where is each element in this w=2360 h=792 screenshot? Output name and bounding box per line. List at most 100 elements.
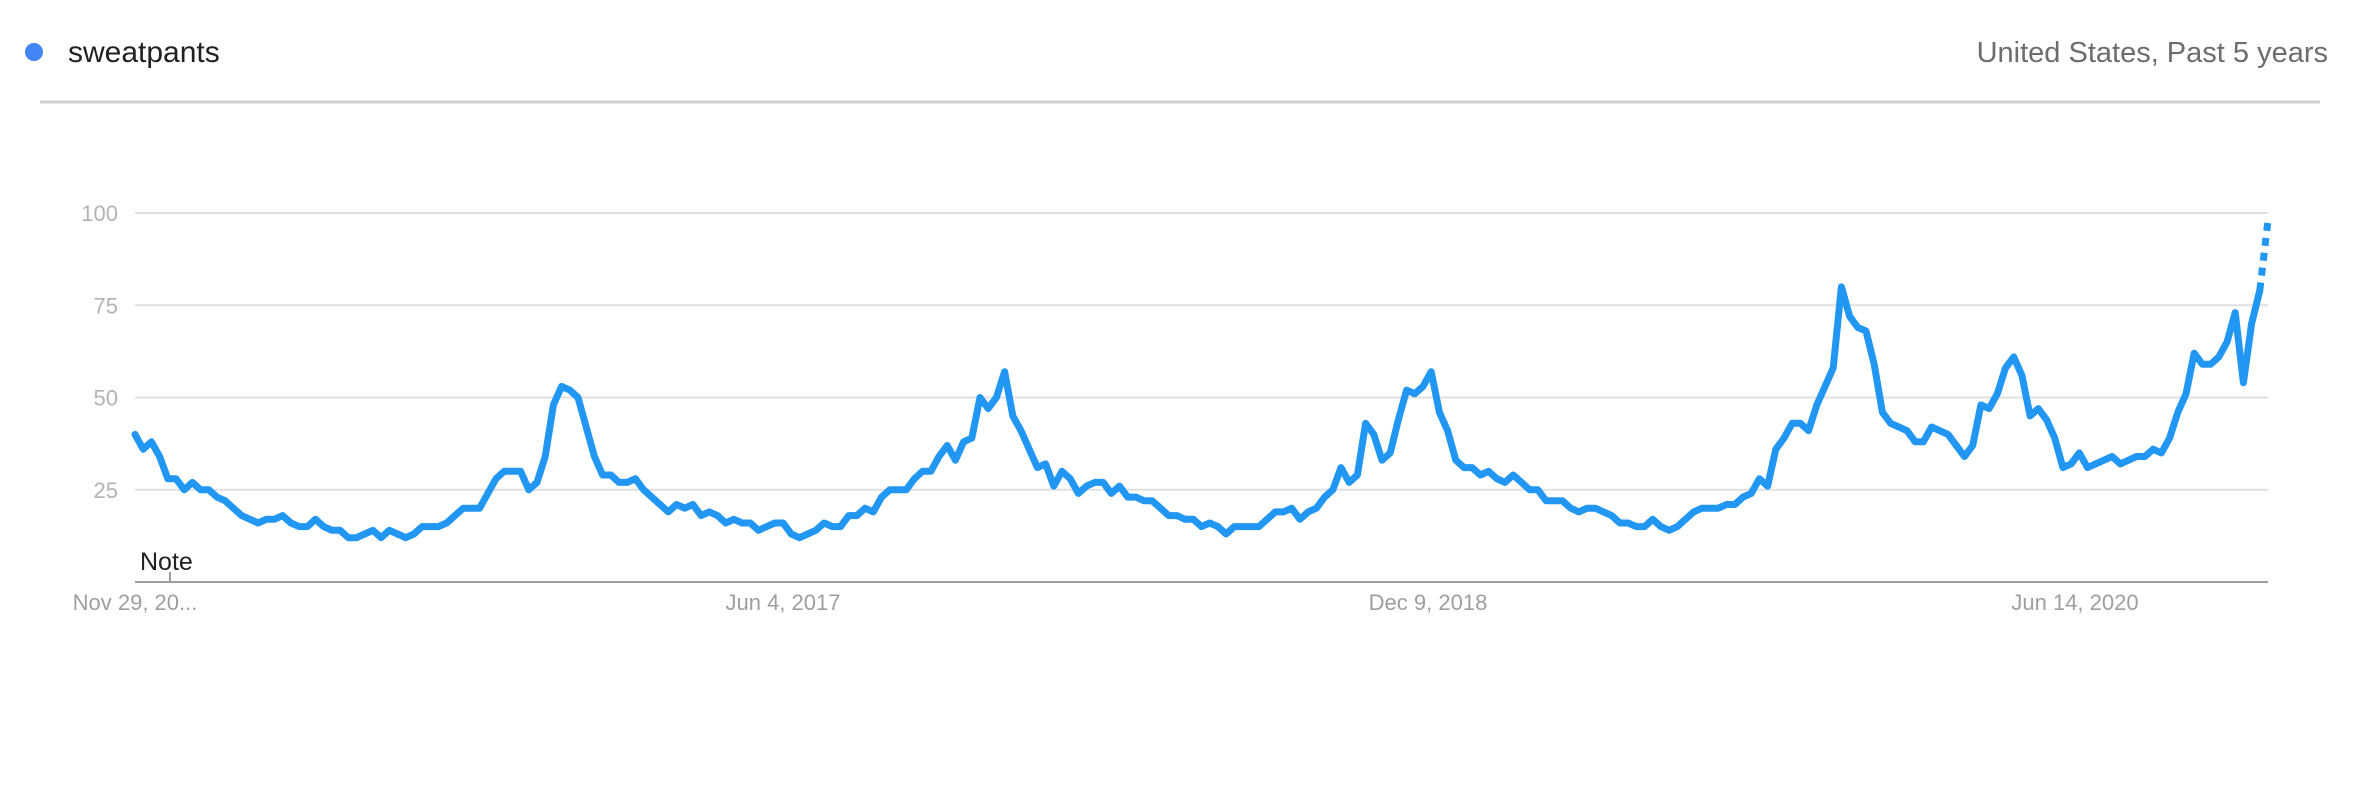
data-point[interactable]: [764, 524, 770, 530]
data-point[interactable]: [1633, 524, 1639, 530]
data-point[interactable]: [1994, 391, 2000, 397]
data-point[interactable]: [903, 487, 909, 493]
data-point[interactable]: [534, 479, 540, 485]
data-point[interactable]: [1715, 505, 1721, 511]
data-point[interactable]: [1034, 465, 1040, 471]
data-point[interactable]: [1240, 524, 1246, 530]
data-point[interactable]: [2216, 354, 2222, 360]
data-point[interactable]: [616, 479, 622, 485]
note-annotation[interactable]: Note: [140, 548, 193, 582]
data-point[interactable]: [928, 468, 934, 474]
data-point[interactable]: [2224, 339, 2230, 345]
data-point[interactable]: [583, 424, 589, 430]
data-point[interactable]: [2249, 321, 2255, 327]
data-point[interactable]: [157, 454, 163, 460]
data-point[interactable]: [2142, 454, 2148, 460]
data-point[interactable]: [665, 509, 671, 515]
data-point[interactable]: [1166, 513, 1172, 519]
data-point[interactable]: [1822, 383, 1828, 389]
data-point[interactable]: [239, 513, 245, 519]
data-point[interactable]: [1108, 490, 1114, 496]
data-point[interactable]: [682, 505, 688, 511]
data-point[interactable]: [419, 524, 425, 530]
data-point[interactable]: [255, 520, 261, 526]
data-point[interactable]: [1781, 435, 1787, 441]
data-point[interactable]: [1592, 505, 1598, 511]
data-point[interactable]: [132, 431, 138, 437]
data-point[interactable]: [1322, 494, 1328, 500]
data-point[interactable]: [559, 383, 565, 389]
data-point[interactable]: [1346, 479, 1352, 485]
data-point[interactable]: [2019, 372, 2025, 378]
data-point[interactable]: [2158, 450, 2164, 456]
data-point[interactable]: [427, 524, 433, 530]
data-point[interactable]: [1576, 509, 1582, 515]
data-point[interactable]: [181, 487, 187, 493]
data-point[interactable]: [961, 439, 967, 445]
data-point[interactable]: [895, 487, 901, 493]
data-point[interactable]: [887, 487, 893, 493]
data-point[interactable]: [1330, 487, 1336, 493]
data-point[interactable]: [1289, 505, 1295, 511]
data-point[interactable]: [354, 535, 360, 541]
data-point[interactable]: [1642, 524, 1648, 530]
data-point[interactable]: [501, 468, 507, 474]
data-point[interactable]: [1830, 365, 1836, 371]
data-point[interactable]: [1461, 465, 1467, 471]
data-point[interactable]: [1059, 468, 1065, 474]
data-point[interactable]: [1436, 409, 1442, 415]
data-point[interactable]: [1404, 387, 1410, 393]
data-point[interactable]: [1264, 516, 1270, 522]
data-point[interactable]: [756, 527, 762, 533]
data-point[interactable]: [813, 527, 819, 533]
data-point[interactable]: [788, 531, 794, 537]
data-point[interactable]: [1256, 524, 1262, 530]
data-point[interactable]: [715, 513, 721, 519]
data-point[interactable]: [1281, 509, 1287, 515]
data-point[interactable]: [1248, 524, 1254, 530]
data-point[interactable]: [1888, 420, 1894, 426]
data-point[interactable]: [649, 494, 655, 500]
data-point[interactable]: [1871, 361, 1877, 367]
data-point[interactable]: [1691, 509, 1697, 515]
data-point[interactable]: [1133, 494, 1139, 500]
data-point[interactable]: [1838, 284, 1844, 290]
data-point[interactable]: [1847, 313, 1853, 319]
data-point[interactable]: [575, 395, 581, 401]
data-point[interactable]: [1806, 428, 1812, 434]
data-point[interactable]: [567, 387, 573, 393]
data-point[interactable]: [247, 516, 253, 522]
data-point[interactable]: [985, 406, 991, 412]
data-point[interactable]: [1789, 420, 1795, 426]
data-point[interactable]: [509, 468, 515, 474]
data-point[interactable]: [1740, 494, 1746, 500]
data-point[interactable]: [526, 487, 532, 493]
data-point[interactable]: [263, 516, 269, 522]
data-point[interactable]: [329, 527, 335, 533]
data-point[interactable]: [600, 472, 606, 478]
data-point[interactable]: [780, 520, 786, 526]
data-point[interactable]: [214, 494, 220, 500]
data-point[interactable]: [969, 435, 975, 441]
data-point[interactable]: [296, 524, 302, 530]
data-point[interactable]: [1970, 443, 1976, 449]
data-point[interactable]: [674, 502, 680, 508]
data-point[interactable]: [411, 531, 417, 537]
data-point[interactable]: [1067, 476, 1073, 482]
data-point[interactable]: [1773, 446, 1779, 452]
data-point[interactable]: [1420, 383, 1426, 389]
data-point[interactable]: [370, 527, 376, 533]
data-point[interactable]: [1100, 479, 1106, 485]
data-point[interactable]: [444, 520, 450, 526]
data-point[interactable]: [2093, 461, 2099, 467]
data-point[interactable]: [436, 524, 442, 530]
data-point[interactable]: [1510, 472, 1516, 478]
data-point[interactable]: [1625, 520, 1631, 526]
data-point[interactable]: [1371, 431, 1377, 437]
data-point[interactable]: [1568, 505, 1574, 511]
data-point[interactable]: [829, 524, 835, 530]
data-point[interactable]: [386, 527, 392, 533]
data-point[interactable]: [1412, 391, 1418, 397]
data-point[interactable]: [378, 535, 384, 541]
data-point[interactable]: [1863, 328, 1869, 334]
